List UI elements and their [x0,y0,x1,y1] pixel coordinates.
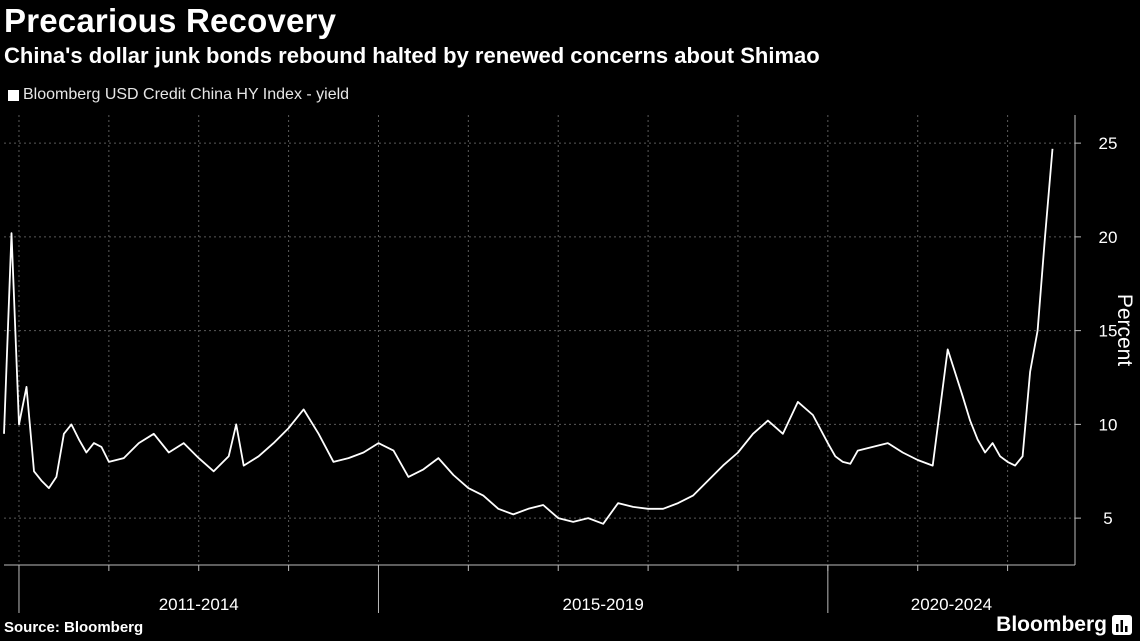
x-group-label: 2011-2014 [159,595,239,614]
y-axis-label: Percent [1113,294,1136,367]
legend: Bloomberg USD Credit China HY Index - yi… [8,86,349,104]
y-tick-label: 10 [1099,415,1118,434]
chart-subtitle: China's dollar junk bonds rebound halted… [4,43,820,68]
bloomberg-icon [1112,615,1132,635]
x-group-label: 2015-2019 [563,595,644,614]
series-line [3,148,1054,525]
brand-logo: Bloomberg [996,613,1132,637]
x-group-label: 2020-2024 [911,595,992,614]
legend-swatch [8,89,19,101]
y-tick-label: 20 [1099,228,1118,247]
y-tick-label: 5 [1103,509,1112,528]
y-tick-label: 15 [1099,322,1118,341]
y-tick-label: 25 [1099,134,1118,153]
legend-label: Bloomberg USD Credit China HY Index - yi… [23,86,350,103]
chart-title: Precarious Recovery [4,2,337,39]
brand-wordmark: Bloomberg [996,613,1107,636]
source-note: Source: Bloomberg [4,619,144,636]
